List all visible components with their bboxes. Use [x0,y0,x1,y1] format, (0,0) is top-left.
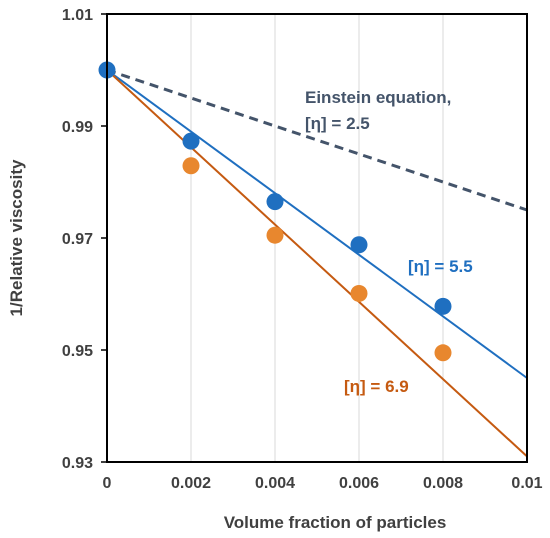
x-tick-label: 0.006 [339,475,379,492]
plot-frame [106,13,528,463]
ticks-layer: 0 0.002 0.004 0.006 0.008 0.01 0.93 0.95 0.97 0.9… [62,7,543,492]
points-layer [98,61,452,362]
x-tick-label: 0.008 [423,475,463,492]
series-3-line [106,69,528,458]
x-tick-label: 0.01 [511,475,542,492]
eta-6-9-annotation: [η] = 6.9 [344,377,409,396]
x-tick-label: 0.004 [255,475,295,492]
x-axis-label: Volume fraction of particles [224,513,447,532]
x-tick-label: 0.002 [171,475,211,492]
series-2-line [106,69,528,379]
eta-5-5-annotation-line: [η] = 5.5 [408,257,473,276]
lines-layer [106,68,528,458]
series-1-point [434,344,452,362]
series-0-point [434,297,452,315]
y-tick-label: 0.99 [62,119,93,136]
series-1-point [266,226,284,244]
series-0-point [266,193,284,211]
series-1-point [350,284,368,302]
eta-6-9-annotation-line: [η] = 6.9 [344,377,409,396]
series-0-point [350,236,368,254]
einstein-annotation-line2: [η] = 2.5 [305,114,370,133]
eta-5-5-annotation: [η] = 5.5 [408,257,473,276]
y-tick-label: 1.01 [62,7,93,24]
series-4-line [106,68,528,212]
x-tick-label: 0 [103,475,112,492]
y-tick-label: 0.93 [62,455,93,472]
y-axis-label: 1/Relative viscosity [7,159,26,316]
y-tick-label: 0.97 [62,231,93,248]
series-1-point [182,157,200,175]
series-0-point [182,132,200,150]
y-tick-label: 0.95 [62,343,93,360]
einstein-annotation-line1: Einstein equation, [305,88,451,107]
einstein-annotation: Einstein equation, [η] = 2.5 [305,88,456,133]
